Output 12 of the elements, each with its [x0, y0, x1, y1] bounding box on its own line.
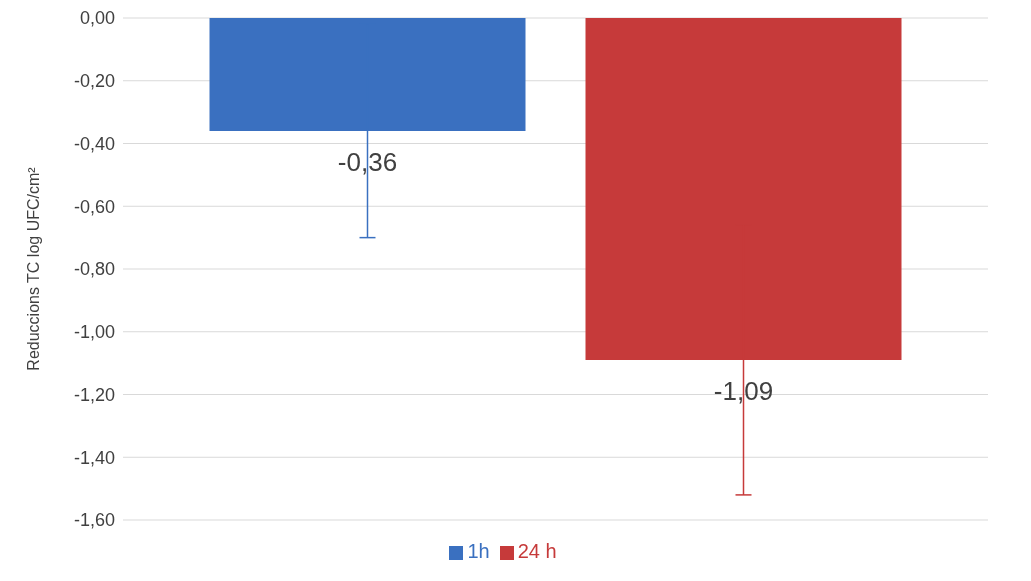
- y-tick-label: -1,40: [73, 447, 115, 468]
- y-tick-label: -0,80: [73, 259, 115, 280]
- y-tick-label: 0,00: [79, 8, 115, 29]
- y-tick-label: -1,00: [73, 322, 115, 343]
- legend-label: 1h: [467, 540, 490, 562]
- y-tick-label: -0,60: [73, 196, 115, 217]
- y-tick-label: -0,20: [73, 71, 115, 92]
- y-axis-title: Reduccions TC log UFC/cm²: [24, 166, 42, 371]
- y-tick-label: -1,20: [73, 384, 115, 405]
- legend-label: 24 h: [517, 540, 557, 562]
- y-tick-label: -1,60: [73, 510, 115, 531]
- y-tick-label: -0,40: [73, 133, 115, 154]
